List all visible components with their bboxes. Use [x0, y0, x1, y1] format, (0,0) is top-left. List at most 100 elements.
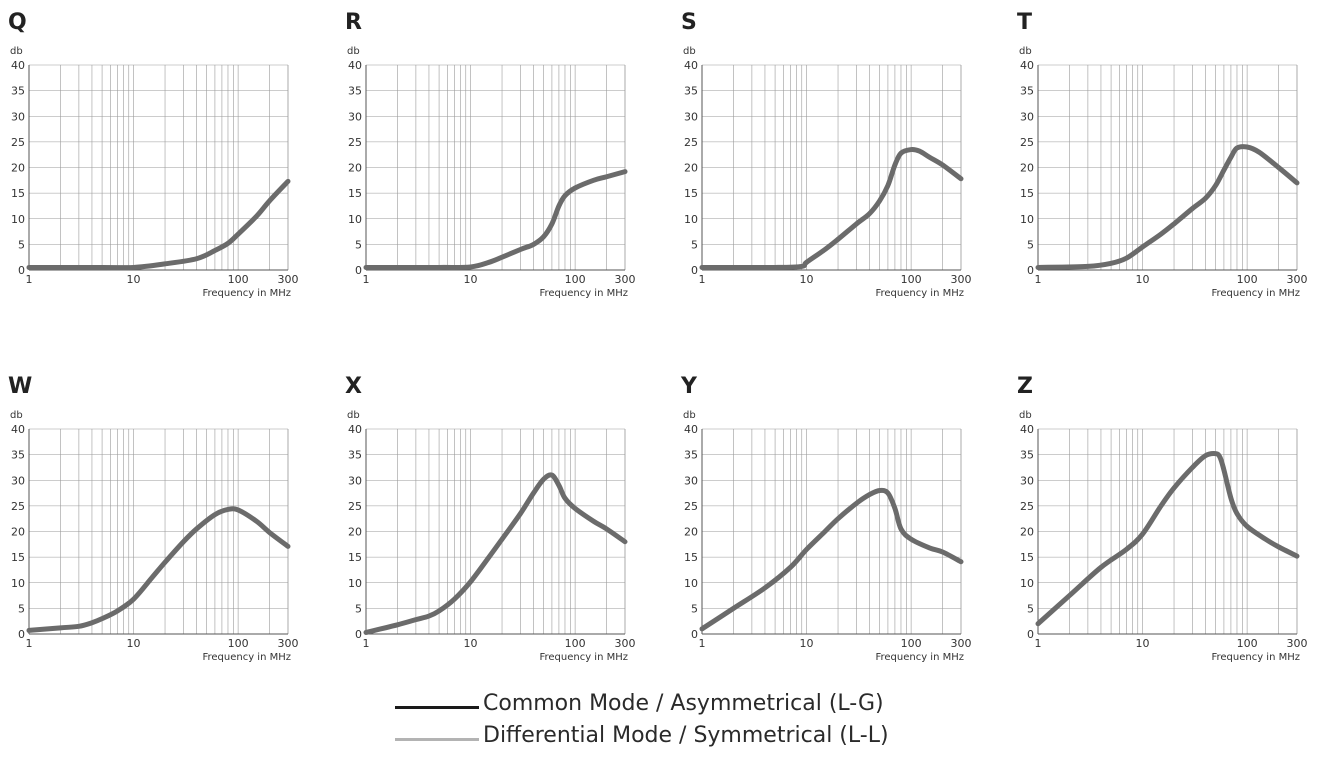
y-tick-label: 0 — [1027, 628, 1034, 641]
series-line — [699, 487, 964, 632]
series-line — [1035, 144, 1300, 270]
x-tick-label: 100 — [565, 273, 586, 286]
y-tick-label: 15 — [1020, 187, 1034, 200]
series-line — [1035, 450, 1300, 627]
y-tick-label: 40 — [11, 59, 25, 72]
y-tick-label: 20 — [11, 162, 25, 175]
y-tick-label: 30 — [348, 474, 362, 487]
y-tick-label: 35 — [1020, 449, 1034, 462]
x-tick-label: 100 — [565, 637, 586, 650]
chart-panel-w: Wdb 0 5 10 15 20 25 30 35 40 1 10 100 300 Frequency in… — [8, 374, 299, 663]
y-tick-label: 25 — [1020, 500, 1034, 513]
y-axis-label: db — [347, 410, 360, 421]
y-tick-label: 35 — [684, 85, 698, 98]
x-tick-label: 10 — [127, 637, 141, 650]
y-tick-label: 5 — [1027, 238, 1034, 251]
y-tick-label: 0 — [355, 264, 362, 277]
chart-title: Z — [1017, 374, 1033, 399]
legend-line-common — [395, 706, 479, 709]
y-axis-label: db — [1019, 46, 1032, 57]
y-axis-label: db — [683, 46, 696, 57]
chart-title: W — [8, 374, 32, 399]
y-tick-label: 30 — [11, 110, 25, 123]
y-tick-label: 30 — [11, 474, 25, 487]
y-tick-label: 0 — [18, 628, 25, 641]
x-tick-label: 300 — [278, 273, 299, 286]
series-line — [363, 169, 628, 270]
x-tick-label: 10 — [1136, 637, 1150, 650]
y-tick-label: 5 — [18, 238, 25, 251]
x-tick-label: 100 — [1237, 637, 1258, 650]
y-tick-label: 25 — [11, 136, 25, 149]
x-tick-label: 300 — [615, 637, 636, 650]
y-tick-label: 30 — [684, 110, 698, 123]
y-tick-label: 35 — [684, 449, 698, 462]
x-axis-label: Frequency in MHz — [1211, 288, 1300, 299]
chart-title: X — [345, 374, 362, 399]
y-tick-label: 20 — [348, 526, 362, 539]
y-tick-label: 20 — [348, 162, 362, 175]
y-tick-label: 25 — [348, 500, 362, 513]
x-axis-label: Frequency in MHz — [539, 288, 628, 299]
y-tick-label: 35 — [1020, 85, 1034, 98]
chart-panel-t: Tdb 0 5 10 15 20 25 30 35 40 1 10 100 300 Frequency in… — [1017, 10, 1308, 299]
y-tick-label: 20 — [1020, 162, 1034, 175]
series-line — [699, 146, 964, 271]
y-tick-label: 20 — [684, 162, 698, 175]
legend-label-differential: Differential Mode / Symmetrical (L-L) — [483, 723, 889, 748]
y-axis-label: db — [1019, 410, 1032, 421]
x-tick-label: 1 — [26, 273, 33, 286]
x-tick-label: 100 — [228, 273, 249, 286]
x-tick-label: 10 — [464, 637, 478, 650]
x-tick-label: 10 — [800, 273, 814, 286]
y-tick-label: 10 — [348, 577, 362, 590]
chart-title: S — [681, 10, 697, 35]
y-tick-label: 35 — [348, 449, 362, 462]
y-tick-label: 15 — [11, 187, 25, 200]
y-tick-label: 40 — [684, 59, 698, 72]
y-tick-label: 0 — [18, 264, 25, 277]
y-tick-label: 10 — [684, 213, 698, 226]
y-tick-label: 20 — [1020, 526, 1034, 539]
y-tick-label: 10 — [11, 577, 25, 590]
y-tick-label: 0 — [355, 628, 362, 641]
x-tick-label: 300 — [278, 637, 299, 650]
y-tick-label: 10 — [348, 213, 362, 226]
legend-line-differential — [395, 738, 479, 741]
legend-label-common: Common Mode / Asymmetrical (L-G) — [483, 691, 884, 716]
y-tick-label: 25 — [684, 500, 698, 513]
y-tick-label: 5 — [355, 602, 362, 615]
chart-title: Y — [680, 374, 698, 399]
x-axis-label: Frequency in MHz — [875, 288, 964, 299]
y-tick-label: 30 — [684, 474, 698, 487]
y-tick-label: 15 — [684, 187, 698, 200]
x-tick-label: 1 — [699, 273, 706, 286]
y-tick-label: 10 — [11, 213, 25, 226]
y-tick-label: 25 — [684, 136, 698, 149]
y-axis-label: db — [347, 46, 360, 57]
series-line — [26, 506, 291, 633]
x-tick-label: 10 — [464, 273, 478, 286]
chart-title: Q — [8, 10, 27, 35]
x-tick-label: 1 — [26, 637, 33, 650]
x-tick-label: 1 — [363, 273, 370, 286]
series-line — [26, 178, 291, 271]
y-tick-label: 20 — [11, 526, 25, 539]
y-tick-label: 40 — [1020, 59, 1034, 72]
y-axis-label: db — [10, 410, 23, 421]
y-tick-label: 5 — [1027, 602, 1034, 615]
x-tick-label: 100 — [228, 637, 249, 650]
x-axis-label: Frequency in MHz — [202, 652, 291, 663]
y-tick-label: 25 — [348, 136, 362, 149]
y-tick-label: 15 — [348, 187, 362, 200]
y-tick-label: 25 — [1020, 136, 1034, 149]
x-tick-label: 300 — [1287, 637, 1308, 650]
y-axis-label: db — [10, 46, 23, 57]
y-tick-label: 40 — [348, 423, 362, 436]
chart-title: R — [345, 10, 362, 35]
chart-panel-r: Rdb 0 5 10 15 20 25 30 35 40 1 10 100 300 Frequency in… — [345, 10, 636, 299]
x-axis-label: Frequency in MHz — [1211, 652, 1300, 663]
y-tick-label: 40 — [684, 423, 698, 436]
x-tick-label: 1 — [699, 637, 706, 650]
y-tick-label: 5 — [18, 602, 25, 615]
